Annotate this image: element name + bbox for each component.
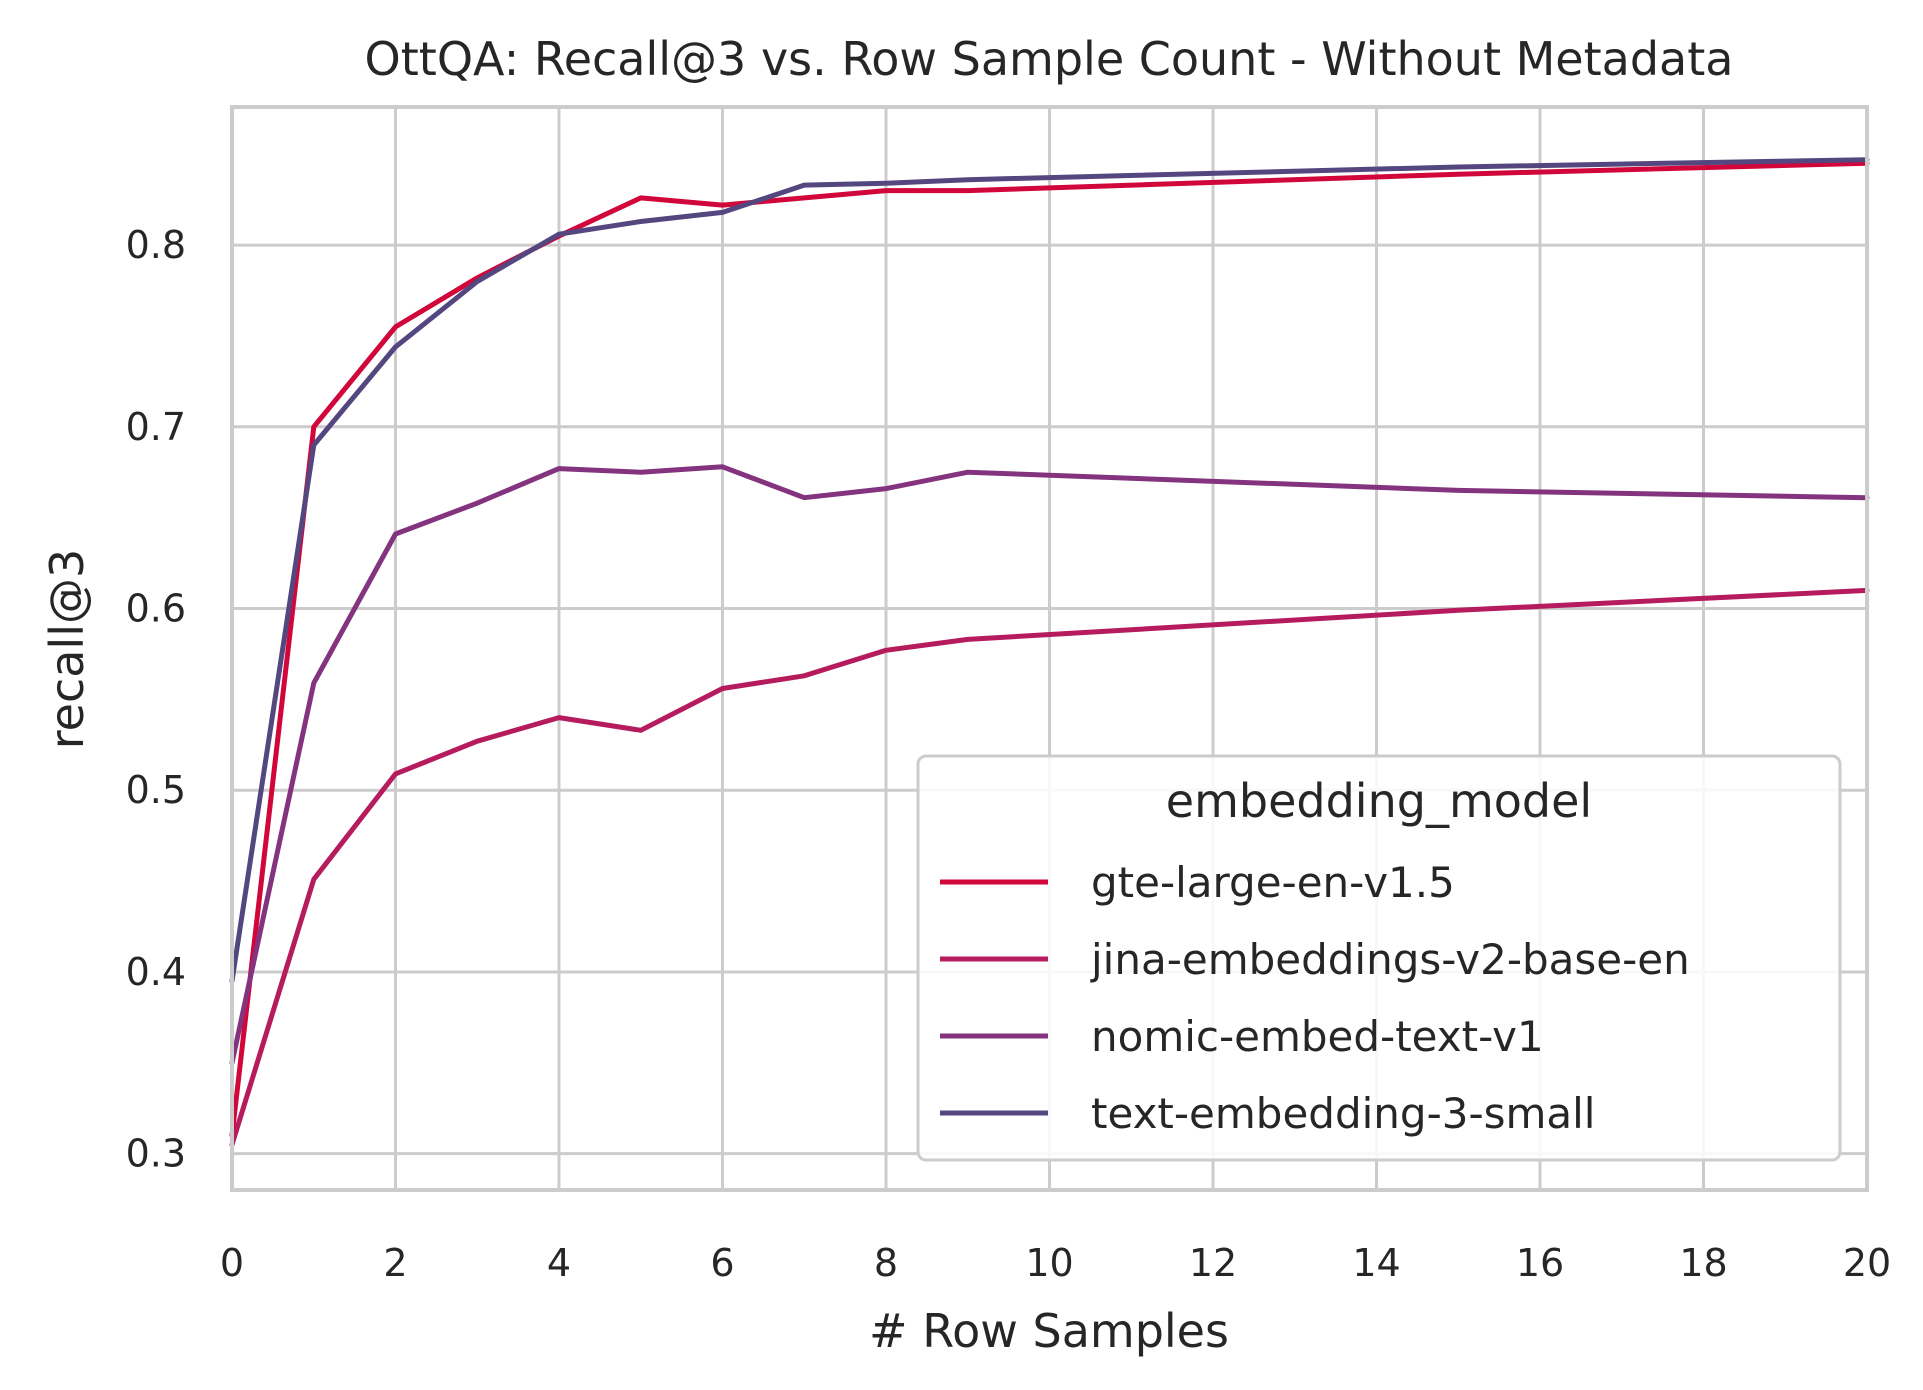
x-tick-label: 8 bbox=[874, 1241, 898, 1285]
x-tick-label: 0 bbox=[220, 1241, 244, 1285]
x-tick-label: 14 bbox=[1352, 1241, 1400, 1285]
legend-label: gte-large-en-v1.5 bbox=[1091, 858, 1455, 907]
series-line-nomic-embed-text-v1 bbox=[229, 464, 1870, 1066]
x-tick-label: 12 bbox=[1189, 1241, 1237, 1285]
x-tick-label: 4 bbox=[547, 1241, 571, 1285]
y-tick-label: 0.7 bbox=[126, 405, 186, 449]
y-tick-label: 0.5 bbox=[126, 768, 186, 812]
x-tick-label: 2 bbox=[383, 1241, 407, 1285]
legend-label: text-embedding-3-small bbox=[1091, 1089, 1595, 1138]
legend-title: embedding_model bbox=[1166, 774, 1592, 828]
legend: embedding_model gte-large-en-v1.5 jina-em… bbox=[916, 754, 1842, 1162]
series-line-gte-large-en-v1.5 bbox=[229, 160, 1870, 1138]
x-tick-label: 18 bbox=[1679, 1241, 1727, 1285]
legend-label: nomic-embed-text-v1 bbox=[1091, 1012, 1544, 1061]
y-axis-label: recall@3 bbox=[40, 549, 94, 750]
y-tick-label: 0.4 bbox=[126, 950, 186, 994]
x-tick-label: 20 bbox=[1843, 1241, 1891, 1285]
y-tick-label: 0.6 bbox=[126, 587, 186, 631]
legend-label: jina-embeddings-v2-base-en bbox=[1090, 935, 1690, 984]
x-tick-label: 10 bbox=[1025, 1241, 1073, 1285]
chart-title: OttQA: Recall@3 vs. Row Sample Count - W… bbox=[365, 32, 1734, 86]
x-tick-label: 16 bbox=[1516, 1241, 1564, 1285]
x-tick-label: 6 bbox=[710, 1241, 734, 1285]
x-tick-labels: 0 2 4 6 8 10 12 14 16 18 20 bbox=[220, 1241, 1891, 1285]
series-lines bbox=[229, 157, 1870, 1148]
y-tick-label: 0.3 bbox=[126, 1132, 186, 1176]
y-tick-labels: 0.3 0.4 0.5 0.6 0.7 0.8 bbox=[126, 223, 186, 1176]
y-tick-label: 0.8 bbox=[126, 223, 186, 267]
legend-box bbox=[916, 754, 1842, 1162]
series-line-jina-embeddings-v2-base-en bbox=[229, 587, 1870, 1148]
plot-frame bbox=[230, 105, 1869, 1192]
x-axis-label: # Row Samples bbox=[869, 1304, 1229, 1358]
series-line-text-embedding-3-small bbox=[229, 157, 1870, 984]
